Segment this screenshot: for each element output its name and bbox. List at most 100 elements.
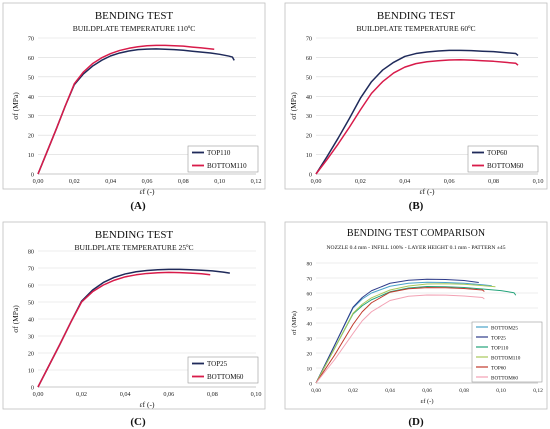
y-axis-title: σf (MPa) (291, 311, 298, 335)
chart-panel-1: BENDING TEST BUILDPLATE TEMPERATURE 110ºC… (2, 2, 266, 212)
chart-subtitle: BUILDPLATE TEMPERATURE 25ºC (74, 243, 193, 252)
y-tick-label: 50 (28, 300, 34, 307)
x-tick-label: 0,10 (533, 178, 544, 185)
y-tick-label: 40 (306, 94, 312, 101)
x-tick-label: 0,10 (214, 178, 225, 185)
series-line-bottom110 (315, 283, 496, 384)
y-tick-label: 60 (307, 292, 313, 298)
x-tick-label: 0,00 (311, 178, 322, 185)
y-tick-label: 70 (28, 36, 34, 43)
x-tick-label: 0,06 (444, 178, 455, 185)
x-tick-label: 0,08 (459, 388, 469, 394)
x-tick-label: 0,06 (422, 388, 432, 394)
y-tick-label: 30 (306, 113, 312, 120)
x-axis-title: εf (-) (139, 400, 155, 409)
y-tick-label: 30 (28, 334, 34, 341)
series-line-bottom60 (315, 294, 485, 384)
panel-label: (C) (130, 416, 146, 428)
x-tick-label: 0,12 (251, 178, 262, 185)
y-tick-label: 10 (307, 367, 313, 373)
x-tick-label: 0,08 (488, 178, 499, 185)
chart-title: BENDING TEST (95, 229, 174, 241)
legend-entry: BOTTOM110 (207, 162, 247, 170)
legend-box (187, 145, 259, 173)
y-tick-label: 10 (28, 368, 34, 375)
panel-label: (B) (409, 200, 424, 212)
y-tick-label: 50 (28, 74, 34, 81)
panel-label: (D) (408, 416, 424, 428)
x-axis-title: εf (-) (139, 187, 155, 196)
legend-entry: TOP25 (491, 335, 506, 341)
x-tick-label: 0,00 (33, 391, 44, 398)
legend-entry: BOTTOM60 (207, 373, 244, 381)
y-axis-title: σf (MPa) (11, 305, 20, 333)
x-tick-label: 0,10 (251, 391, 262, 398)
y-tick-label: 20 (306, 133, 312, 140)
y-tick-label: 0 (309, 172, 312, 179)
series-line-bottom110 (37, 44, 215, 175)
chart-subtitle: NOZZLE 0.4 mm - INFILL 100% - LAYER HEIG… (326, 245, 505, 251)
y-tick-label: 30 (28, 113, 34, 120)
series-line-top110 (315, 286, 517, 384)
y-tick-label: 50 (307, 307, 313, 313)
legend-entry: TOP60 (487, 149, 508, 157)
y-tick-label: 0 (309, 382, 312, 388)
y-tick-label: 80 (307, 262, 313, 268)
chart-panel-2: BENDING TEST BUILDPLATE TEMPERATURE 60ºC 0… (284, 2, 548, 212)
y-axis-title: σf (MPa) (289, 92, 298, 120)
legend-entry: BOTTOM25 (491, 325, 518, 331)
y-tick-label: 0 (31, 172, 34, 179)
y-tick-label: 30 (307, 337, 313, 343)
y-tick-label: 20 (28, 133, 34, 140)
x-tick-label: 0,08 (207, 391, 218, 398)
y-tick-label: 80 (28, 249, 34, 256)
y-tick-label: 20 (28, 351, 34, 358)
chart-panel-3: BENDING TEST BUILDPLATE TEMPERATURE 25ºC 0… (2, 221, 266, 428)
y-tick-label: 60 (28, 283, 34, 290)
y-tick-label: 70 (306, 36, 312, 43)
x-tick-label: 0,00 (33, 178, 44, 185)
chart-title: BENDING TEST (95, 10, 174, 22)
x-tick-label: 0,12 (533, 388, 543, 394)
x-tick-label: 0,10 (496, 388, 506, 394)
y-tick-label: 20 (307, 352, 313, 358)
y-tick-label: 60 (306, 55, 312, 62)
y-tick-label: 40 (28, 317, 34, 324)
x-tick-label: 0,06 (163, 391, 174, 398)
y-tick-label: 40 (28, 94, 34, 101)
series-line-top60 (315, 287, 485, 384)
legend-entry: BOTTOM60 (487, 162, 524, 170)
y-tick-label: 10 (306, 152, 312, 159)
legend-box (467, 145, 539, 173)
legend-entry: BOTTOM110 (491, 355, 521, 361)
x-tick-label: 0,02 (76, 391, 87, 398)
legend-entry: TOP110 (207, 149, 231, 157)
series-line-top60 (315, 49, 519, 175)
legend-entry: TOP110 (491, 345, 509, 351)
y-axis-title: σf (MPa) (11, 92, 20, 120)
chart-title: BENDING TEST COMPARISON (347, 228, 485, 239)
series-line-top25 (315, 278, 479, 384)
x-tick-label: 0,04 (399, 178, 410, 185)
x-tick-label: 0,04 (385, 388, 395, 394)
y-tick-label: 0 (31, 385, 34, 392)
y-tick-label: 50 (306, 74, 312, 81)
chart-subtitle: BUILDPLATE TEMPERATURE 60ºC (356, 24, 475, 33)
y-tick-label: 60 (28, 55, 34, 62)
x-tick-label: 0,00 (311, 388, 321, 394)
legend-entry: BOTTOM60 (491, 375, 518, 381)
panel-label: (A) (130, 200, 146, 212)
x-tick-label: 0,02 (69, 178, 80, 185)
legend-entry: TOP25 (207, 360, 228, 368)
legend-entry: TOP60 (491, 365, 506, 371)
x-tick-label: 0,02 (355, 178, 366, 185)
legend-box (471, 321, 543, 383)
x-axis-title: εf (-) (420, 398, 433, 405)
x-tick-label: 0,08 (178, 178, 189, 185)
x-tick-label: 0,06 (142, 178, 153, 185)
x-tick-label: 0,04 (120, 391, 131, 398)
chart-subtitle: BUILDPLATE TEMPERATURE 110ºC (73, 24, 196, 33)
legend-box (187, 356, 259, 384)
y-tick-label: 40 (307, 322, 313, 328)
